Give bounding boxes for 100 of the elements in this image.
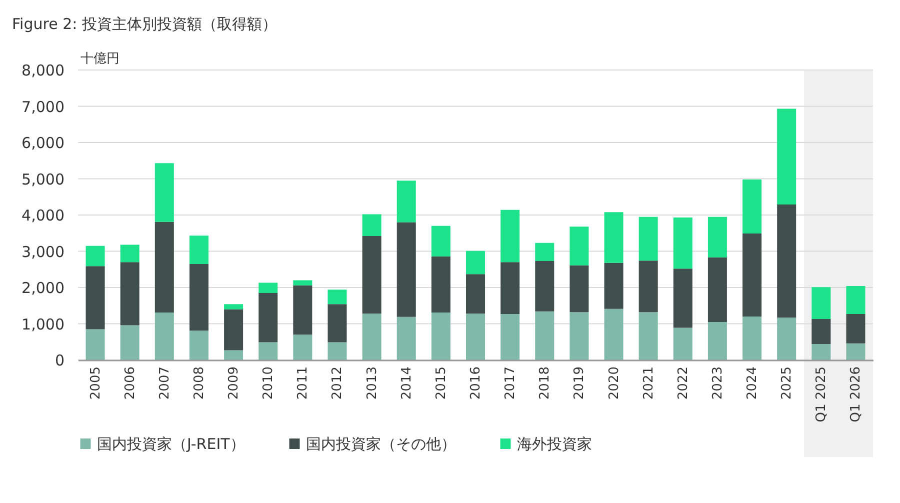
bar [431,226,450,256]
legend-label: 海外投資家 [517,434,592,453]
bar [535,261,554,312]
bar [120,325,140,360]
bar [466,314,486,360]
y-tick-label: 2,000 [22,279,64,297]
legend-label: 国内投資家（その他） [306,434,456,453]
x-tick-label: 2012 [330,366,346,400]
bar [396,222,416,317]
bar [154,222,174,313]
bar [431,256,450,313]
bar [189,330,208,360]
bar [500,314,520,360]
legend-label: 国内投資家（J-REIT） [97,434,245,453]
bar [293,280,312,286]
y-tick-label: 5,000 [22,170,64,188]
bar [777,204,796,318]
bar [812,344,831,360]
x-tick-label: 2022 [676,366,691,400]
bar [777,318,796,360]
bar [742,179,762,234]
bar [328,304,347,342]
bar [604,262,624,309]
x-tick-label: Q1 2025 [814,366,830,422]
bar [431,312,450,360]
bar [500,262,520,314]
bar [86,266,105,330]
x-tick-label: 2025 [780,366,795,400]
bar [708,322,727,360]
bar [189,264,208,331]
bar [258,282,278,293]
y-tick-label: 0 [54,352,64,370]
bar [224,304,244,310]
y-tick-label: 8,000 [22,62,64,80]
x-tick-label: 2020 [606,366,622,400]
bar [154,312,174,360]
bar [224,309,244,350]
x-tick-label: Q1 2026 [848,366,864,422]
bar [120,244,140,262]
bar [673,328,692,360]
x-tick-label: 2013 [364,366,380,400]
bar [742,316,762,360]
bar [638,260,658,312]
bar [812,287,831,320]
x-tick-label: 2024 [745,366,760,400]
bar [638,216,658,261]
bar [604,212,624,263]
x-tick-label: 2009 [226,366,242,400]
x-tick-label: 2007 [157,366,172,400]
bar [86,329,105,360]
bar [777,108,796,204]
bar [293,334,312,360]
y-tick-label: 4,000 [22,206,64,224]
bar [466,250,486,274]
x-tick-label: 2011 [296,366,311,400]
bar [673,268,692,328]
x-tick-label: 2005 [88,366,104,400]
bar [708,257,727,322]
bar [154,163,174,222]
y-tick-label: 1,000 [22,315,64,334]
bar [500,210,520,262]
x-tick-label: 2017 [503,366,518,400]
bar [293,285,312,335]
bar [86,246,105,266]
bar [846,343,866,360]
x-tick-label: 2019 [572,366,588,400]
bar [189,236,208,264]
bar [328,290,347,304]
y-tick-label: 7,000 [22,98,64,116]
x-tick-label: 2010 [261,366,276,400]
y-tick-label: 3,000 [22,242,64,261]
bar [812,319,831,344]
bar [328,342,347,360]
bar [362,314,382,360]
x-tick-label: 2018 [538,366,553,400]
bar [396,180,416,222]
x-tick-label: 2023 [710,366,726,400]
bar [742,233,762,316]
bar [535,242,554,262]
bar [535,311,554,360]
bar [258,292,278,342]
bar [466,274,486,314]
bar [258,342,278,360]
x-tick-label: 2021 [641,366,656,400]
y-axis-title: 十億円 [80,52,120,66]
x-tick-label: 2014 [399,366,414,400]
bar [120,262,140,326]
chart-title: Figure 2: 投資主体別投資額（取得額） [12,15,277,33]
bar [362,214,382,236]
bar [362,236,382,314]
x-tick-label: 2008 [192,366,207,400]
bar [673,218,692,269]
bar [708,216,727,258]
bar [604,308,624,360]
x-tick-label: 2015 [434,366,449,400]
bar [846,314,866,344]
bar [570,226,589,266]
x-tick-label: 2016 [468,366,484,400]
bar [570,312,589,360]
bar [224,350,244,360]
